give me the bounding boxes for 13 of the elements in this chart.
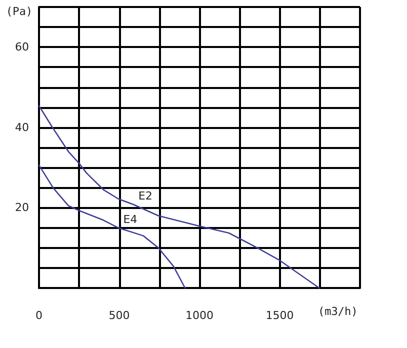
line-series — [38, 105, 320, 289]
x-tick-label: 1500 — [266, 309, 294, 322]
x-tick-label: 1000 — [186, 309, 214, 322]
y-tick-label: 40 — [15, 120, 29, 134]
y-tick-label: 60 — [15, 40, 29, 54]
x-tick-label: 0 — [36, 309, 42, 322]
series-label: E2 — [138, 190, 152, 203]
y-axis-title: (Pa) — [6, 5, 32, 18]
line-series — [38, 164, 186, 289]
series-label: E4 — [123, 212, 138, 226]
y-tick-label: 20 — [15, 201, 29, 214]
x-tick-label: 500 — [108, 309, 130, 322]
x-axis-title: (m3/h) — [318, 305, 358, 318]
